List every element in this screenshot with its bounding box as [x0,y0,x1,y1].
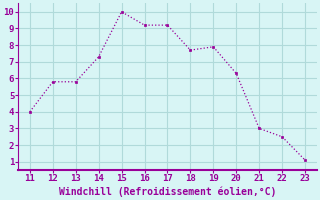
X-axis label: Windchill (Refroidissement éolien,°C): Windchill (Refroidissement éolien,°C) [59,186,276,197]
